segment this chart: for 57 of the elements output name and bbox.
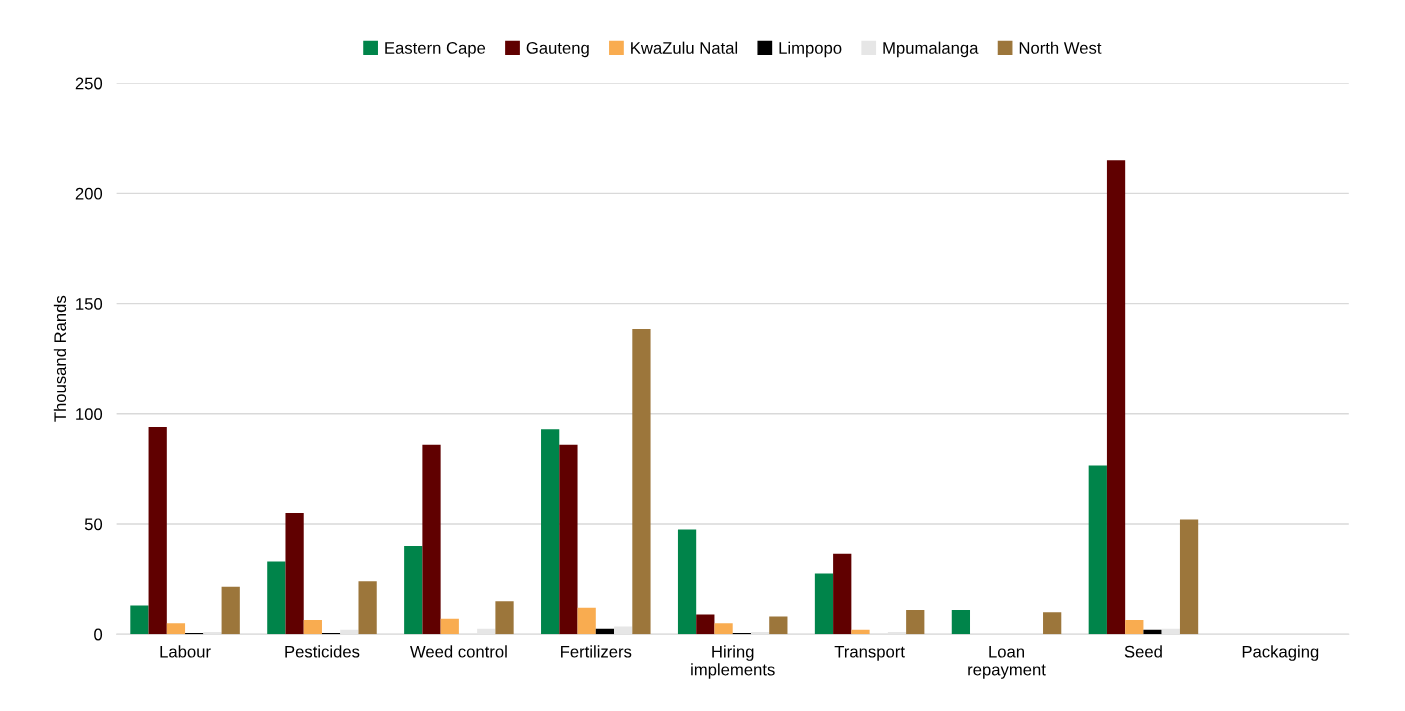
bar — [614, 626, 633, 635]
x-tick-label: Seed — [1124, 645, 1162, 658]
bar — [303, 619, 322, 635]
legend-label: Mpumalanga — [883, 41, 979, 58]
bar — [906, 609, 925, 635]
bar — [696, 614, 715, 635]
bar — [404, 546, 423, 635]
bar — [221, 586, 240, 635]
bar — [358, 581, 377, 635]
x-tick-label: Packaging — [1242, 645, 1319, 661]
bar — [422, 444, 441, 635]
x-tick-label: Pesticides — [285, 645, 360, 658]
legend-label: Eastern Cape — [385, 42, 486, 58]
bar — [495, 601, 514, 635]
legend-label: KwaZulu Natal — [631, 41, 738, 54]
y-tick-label: 150 — [76, 298, 103, 310]
x-tick-label: Hiring implements — [691, 645, 775, 679]
bar — [714, 623, 733, 635]
bar — [1043, 612, 1062, 635]
x-tick-label: Fertilizers — [561, 645, 632, 658]
y-tick-label: 250 — [75, 77, 103, 90]
bar — [541, 429, 560, 635]
bar — [677, 529, 697, 635]
bar — [340, 629, 359, 635]
y-tick-label: 200 — [75, 187, 103, 200]
x-tick-label: Loan repayment — [968, 645, 1046, 679]
legend-label: North West — [1019, 41, 1102, 54]
bar — [632, 328, 651, 635]
legend-label: Gauteng — [526, 42, 589, 58]
y-tick-label: 0 — [94, 628, 103, 641]
bar — [1088, 465, 1107, 635]
bar — [769, 616, 788, 635]
y-axis-title: Thousand Rands — [53, 295, 67, 422]
bar — [1143, 629, 1162, 635]
bar — [267, 561, 286, 635]
bar — [130, 605, 149, 635]
x-tick-label: Labour — [160, 645, 211, 658]
x-tick-label: Transport — [834, 645, 905, 661]
bar — [1106, 160, 1126, 635]
bar — [559, 444, 578, 635]
bar — [951, 609, 971, 635]
y-tick-label: 50 — [84, 518, 103, 531]
bar — [285, 512, 304, 635]
bar — [203, 632, 222, 635]
bar — [1179, 519, 1199, 635]
legend-label: Limpopo — [779, 41, 842, 58]
bar — [814, 573, 834, 635]
bar — [148, 427, 167, 635]
bar — [851, 629, 870, 635]
bar — [166, 623, 186, 635]
bar — [577, 607, 596, 635]
bar — [750, 632, 770, 635]
bar — [1125, 619, 1144, 635]
bar — [833, 553, 852, 635]
bar — [440, 618, 459, 635]
y-tick-label: 100 — [76, 408, 103, 421]
x-tick-label: Weed control — [410, 645, 507, 658]
